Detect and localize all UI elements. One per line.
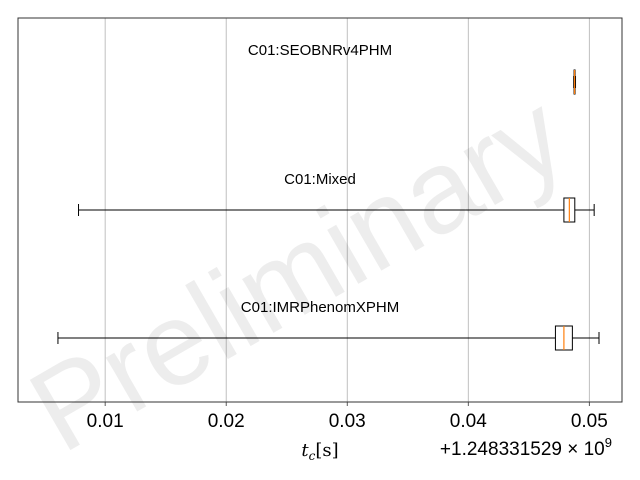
x-axis-offset-exponent: 9 <box>605 435 612 450</box>
box-plot <box>573 69 577 95</box>
plot-frame <box>17 17 623 403</box>
x-axis-label-symbol: t <box>301 440 309 461</box>
x-tick-label: 0.04 <box>450 411 487 432</box>
box-plots <box>57 69 600 351</box>
x-tick-label: 0.01 <box>87 411 124 432</box>
series-labels: C01:SEOBNRv4PHM C01:Mixed C01:IMRPhenomXPH… <box>241 42 399 316</box>
x-axis-offset-base: +1.248331529 × 10 <box>440 439 605 460</box>
x-axis-offset-label: +1.248331529 × 109 <box>440 435 612 460</box>
x-axis-label-unit: [s] <box>315 440 338 461</box>
x-axis-label-subscript: c <box>309 449 316 463</box>
box-plot <box>57 325 600 351</box>
x-tick-label: 0.02 <box>208 411 245 432</box>
x-tick-label: 0.05 <box>571 411 608 432</box>
x-axis-label: tc[s] <box>301 440 338 463</box>
series-label: C01:IMRPhenomXPHM <box>241 299 399 316</box>
x-tick-label: 0.03 <box>329 411 366 432</box>
series-label: C01:Mixed <box>284 171 356 188</box>
x-axis-ticks: 0.01 0.02 0.03 0.04 0.05 <box>87 402 608 432</box>
box-plot <box>78 197 595 223</box>
series-label: C01:SEOBNRv4PHM <box>248 42 392 59</box>
